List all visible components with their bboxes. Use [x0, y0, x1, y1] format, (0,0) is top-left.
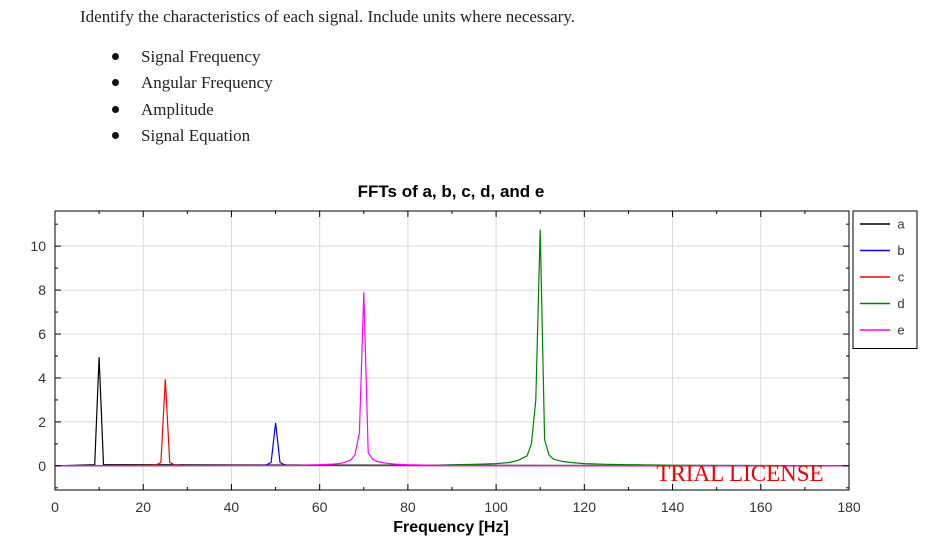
x-tick-label: 120: [573, 499, 597, 515]
legend-label-a: a: [897, 217, 905, 232]
y-tick-label: 4: [38, 370, 46, 386]
plot-frame: [54, 210, 850, 491]
y-tick-label: 8: [38, 282, 46, 298]
list-item: Amplitude: [112, 97, 273, 123]
legend-label-e: e: [897, 323, 904, 338]
y-tick-label: 0: [38, 458, 46, 474]
list-item: Signal Frequency: [112, 44, 273, 70]
list-item-label: Signal Frequency: [141, 47, 261, 66]
chart-title: FFTs of a, b, c, d, and e: [358, 182, 545, 201]
x-axis-label: Frequency [Hz]: [393, 519, 509, 536]
legend-label-d: d: [897, 296, 904, 311]
series-layer: [54, 229, 850, 467]
watermark-text: TRIAL LICENSE: [656, 461, 823, 486]
characteristics-list: Signal Frequency Angular Frequency Ampli…: [112, 44, 273, 149]
list-item-label: Signal Equation: [141, 125, 251, 145]
grid-lines: [54, 211, 850, 490]
series-line-e: [54, 292, 850, 467]
x-tick-label: 60: [312, 499, 328, 515]
axis-ticks: [54, 211, 850, 490]
series-line-d: [54, 229, 850, 467]
bullet-icon: [112, 105, 119, 113]
x-tick-label: 160: [749, 499, 773, 515]
x-tick-label: 100: [484, 499, 508, 515]
list-item-label: Amplitude: [141, 99, 214, 119]
series-line-b: [54, 422, 850, 467]
list-item: Signal Equation: [112, 123, 273, 149]
list-item: Angular Frequency: [112, 70, 273, 96]
legend-box: [852, 210, 918, 349]
x-tick-label: 20: [135, 499, 151, 515]
instructions-text: Identify the characteristics of each sig…: [80, 7, 575, 26]
axis-tick-labels: 0 20 40 60 80 100 120 140 160 180 0 2 4 6 8 10: [30, 238, 860, 515]
x-tick-label: 80: [400, 499, 416, 515]
legend-label-b: b: [897, 243, 904, 258]
x-tick-label: 140: [661, 499, 685, 515]
y-tick-label: 6: [38, 326, 46, 342]
series-line-a: [54, 357, 850, 467]
x-tick-label: 0: [51, 499, 59, 515]
list-item-label: Angular Frequency: [141, 73, 273, 93]
legend-label-c: c: [898, 270, 905, 285]
bullet-icon: [112, 53, 119, 60]
y-tick-label: 2: [38, 414, 46, 430]
x-tick-label: 40: [224, 499, 240, 515]
bullet-icon: [112, 79, 119, 87]
series-line-c: [54, 379, 850, 467]
y-tick-label: 10: [30, 238, 46, 254]
bullet-icon: [112, 131, 119, 139]
x-tick-label: 180: [837, 499, 861, 515]
